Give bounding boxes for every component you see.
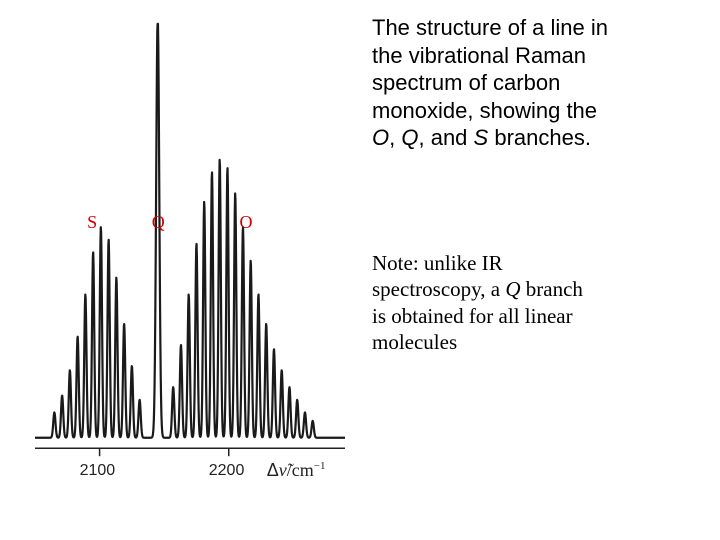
note-q: Q <box>505 277 520 301</box>
raman-spectrum-chart: S Q O 2100 2200 Δν̃/cm−1 <box>20 10 360 520</box>
caption-line: the vibrational Raman <box>372 43 586 68</box>
caption-branch-s: S <box>474 125 489 150</box>
caption-line: monoxide, showing the <box>372 98 597 123</box>
caption-post: branches. <box>488 125 591 150</box>
x-tick-2100: 2100 <box>80 462 116 480</box>
caption-branch-q: Q <box>401 125 418 150</box>
note-line: branch <box>521 277 583 301</box>
x-tick-2200: 2200 <box>209 462 245 480</box>
caption-sep: , <box>389 125 401 150</box>
note-line: spectroscopy, a <box>372 277 505 301</box>
caption-branch-o: O <box>372 125 389 150</box>
caption-sep: , and <box>418 125 473 150</box>
caption-text: The structure of a line in the vibration… <box>372 14 702 152</box>
note-line: is obtained for all linear <box>372 304 573 328</box>
branch-label-s: S <box>87 212 97 233</box>
caption-line: The structure of a line in <box>372 15 608 40</box>
spectrum-plot <box>20 10 360 500</box>
note-line: Note: unlike IR <box>372 251 503 275</box>
note-line: molecules <box>372 330 457 354</box>
caption-line: spectrum of carbon <box>372 70 560 95</box>
x-axis-title: Δν̃/cm−1 <box>267 460 326 481</box>
note-text: Note: unlike IR spectroscopy, a Q branch… <box>372 250 702 355</box>
branch-label-o: O <box>240 212 253 233</box>
branch-label-q: Q <box>152 212 165 233</box>
